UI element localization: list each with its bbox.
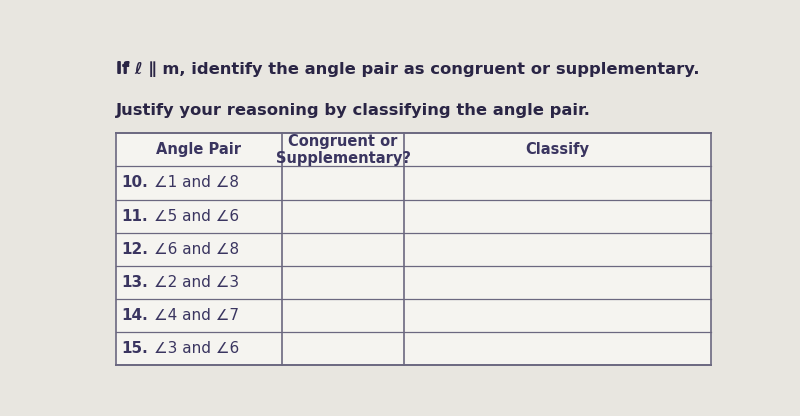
Text: ∠2 and ∠3: ∠2 and ∠3 xyxy=(154,275,239,290)
Text: Justify your reasoning by classifying the angle pair.: Justify your reasoning by classifying th… xyxy=(115,103,590,118)
Text: Classify: Classify xyxy=(526,142,590,157)
Text: If: If xyxy=(115,61,134,76)
Text: ∠5 and ∠6: ∠5 and ∠6 xyxy=(154,209,239,224)
Text: ∠3 and ∠6: ∠3 and ∠6 xyxy=(154,342,239,357)
Text: ∠4 and ∠7: ∠4 and ∠7 xyxy=(154,308,239,323)
Text: 14.: 14. xyxy=(122,308,149,323)
Bar xyxy=(115,133,710,365)
Text: 10.: 10. xyxy=(122,176,149,191)
Text: 15.: 15. xyxy=(122,342,149,357)
Text: Congruent or
Supplementary?: Congruent or Supplementary? xyxy=(276,134,410,166)
Text: 11.: 11. xyxy=(122,209,148,224)
Text: 13.: 13. xyxy=(122,275,149,290)
Text: ∠6 and ∠8: ∠6 and ∠8 xyxy=(154,242,239,257)
Text: 12.: 12. xyxy=(122,242,149,257)
Text: ∠1 and ∠8: ∠1 and ∠8 xyxy=(154,176,239,191)
Text: If ℓ ∥ m, identify the angle pair as congruent or supplementary.: If ℓ ∥ m, identify the angle pair as con… xyxy=(115,61,699,77)
Text: Angle Pair: Angle Pair xyxy=(156,142,242,157)
